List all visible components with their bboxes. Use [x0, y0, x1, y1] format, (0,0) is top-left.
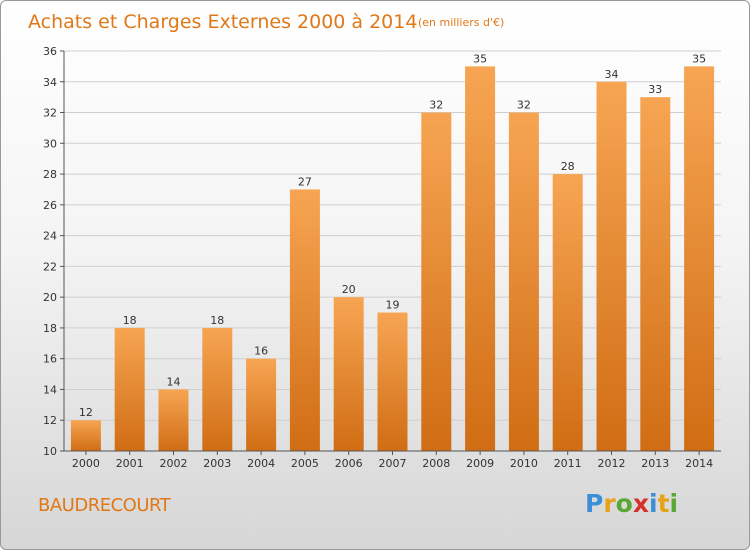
chart-subtitle: (en milliers d'€)	[418, 16, 504, 29]
value-label-2005: 27	[298, 175, 312, 188]
x-tick-label-2012: 2012	[598, 457, 626, 470]
y-tick-label: 32	[43, 107, 57, 120]
value-label-2008: 32	[429, 99, 443, 112]
y-tick-label: 30	[43, 137, 57, 150]
bar-2014	[684, 66, 715, 451]
logo-letter: i	[669, 489, 679, 518]
x-tick-label-2001: 2001	[116, 457, 144, 470]
bar-2012	[596, 81, 627, 452]
value-label-2010: 32	[517, 99, 531, 112]
x-tick-label-2003: 2003	[203, 457, 231, 470]
logo-letter: x	[632, 489, 649, 518]
y-tick-label: 34	[43, 76, 57, 89]
value-label-2004: 16	[254, 345, 268, 358]
x-tick-label-2008: 2008	[422, 457, 450, 470]
value-label-2000: 12	[79, 406, 93, 419]
x-tick-label-2005: 2005	[291, 457, 319, 470]
value-label-2013: 33	[648, 83, 662, 96]
value-label-2014: 35	[692, 52, 706, 65]
x-tick-label-2007: 2007	[379, 457, 407, 470]
x-tick-label-2010: 2010	[510, 457, 538, 470]
bar-2011	[552, 174, 583, 452]
x-tick-label-2006: 2006	[335, 457, 363, 470]
axes	[63, 51, 721, 452]
value-label-2009: 35	[473, 52, 487, 65]
logo-letter: o	[615, 489, 633, 518]
logo-letter: r	[603, 489, 616, 518]
y-tick-label: 12	[43, 414, 57, 427]
bar-2010	[508, 112, 539, 452]
value-label-2001: 18	[123, 314, 137, 327]
y-axis-ticks: 10 12 14 16 18 20 22 24 26 28 30 32 34 36	[43, 45, 64, 458]
x-tick-label-2014: 2014	[685, 457, 713, 470]
value-labels: 12 18 14 18 16 27 20 19 32 35 32 28 34 33 35	[79, 52, 706, 419]
y-tick-label: 24	[43, 230, 57, 243]
logo-letter: t	[657, 489, 670, 518]
y-tick-label: 20	[43, 291, 57, 304]
bar-2003	[202, 327, 233, 451]
x-tick-label-2013: 2013	[641, 457, 669, 470]
bar-2008	[421, 112, 452, 452]
value-label-2006: 20	[342, 283, 356, 296]
value-label-2003: 18	[210, 314, 224, 327]
bar-2007	[377, 312, 408, 451]
x-axis-ticks: 2000 2001 2002 2003 2004 2005 2006 2007 2008 2009…	[72, 451, 713, 470]
value-label-2002: 14	[167, 375, 181, 388]
bar-2009	[465, 66, 496, 451]
bars	[70, 66, 715, 452]
bar-2006	[333, 297, 364, 451]
y-tick-label: 14	[43, 383, 57, 396]
y-tick-label: 26	[43, 199, 57, 212]
value-label-2012: 34	[605, 68, 619, 81]
bar-2000	[70, 420, 101, 451]
bar-2013	[640, 97, 671, 452]
bar-2005	[289, 189, 320, 451]
x-tick-label-2011: 2011	[554, 457, 582, 470]
bar-2002	[158, 389, 189, 451]
proxiti-logo: Proxiti	[585, 489, 678, 518]
y-tick-label: 10	[43, 445, 57, 458]
chart-title: Achats et Charges Externes 2000 à 2014	[28, 11, 417, 33]
y-tick-label: 18	[43, 322, 57, 335]
value-label-2007: 19	[386, 299, 400, 312]
y-tick-label: 28	[43, 168, 57, 181]
bar-2004	[246, 358, 277, 451]
value-label-2011: 28	[561, 160, 575, 173]
y-tick-label: 36	[43, 45, 57, 58]
bar-2001	[114, 327, 145, 451]
y-tick-label: 22	[43, 260, 57, 273]
x-tick-label-2000: 2000	[72, 457, 100, 470]
y-tick-label: 16	[43, 353, 57, 366]
x-tick-label-2002: 2002	[160, 457, 188, 470]
x-tick-label-2004: 2004	[247, 457, 275, 470]
place-name: BAUDRECOURT	[38, 495, 171, 516]
x-tick-label-2009: 2009	[466, 457, 494, 470]
logo-letter: i	[649, 489, 658, 518]
logo-letter: P	[585, 489, 604, 518]
